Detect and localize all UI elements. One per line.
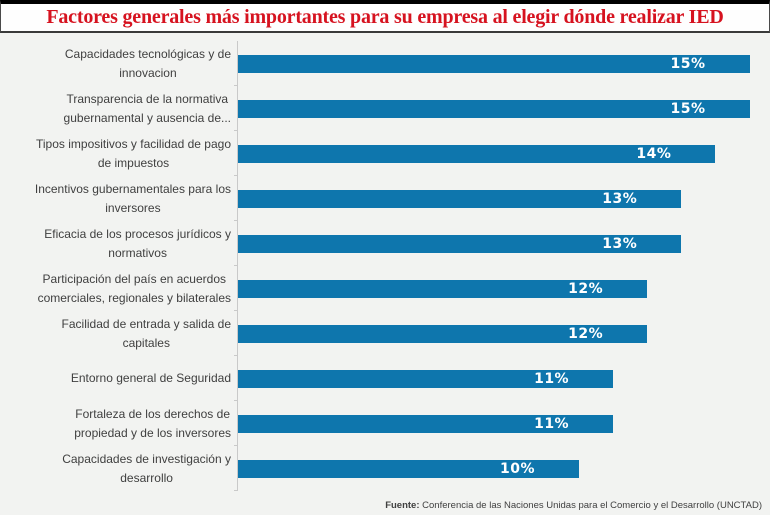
source-label: Fuente:: [385, 500, 420, 511]
category-label: Capacidades de investigación y desarroll…: [62, 451, 231, 485]
bar: 13%: [238, 189, 682, 208]
category-cell: Participación del país en acuerdos comer…: [0, 270, 237, 308]
bar-value-label: 11%: [534, 415, 570, 432]
chart-row: Capacidades de investigación y desarroll…: [0, 446, 770, 491]
chart-area: Capacidades tecnológicas y de innovacion…: [0, 33, 770, 515]
chart-row: Entorno general de Seguridad 11%: [0, 356, 770, 401]
category-label: Facilidad de entrada y salida de capital…: [61, 316, 231, 350]
chart-row: Transparencia de la normativa gubernamen…: [0, 86, 770, 131]
source-text: Conferencia de las Naciones Unidas para …: [419, 500, 762, 511]
bar-track: 10%: [234, 446, 770, 491]
bar: 10%: [238, 459, 579, 478]
category-label: Capacidades tecnológicas y de innovacion: [64, 46, 231, 80]
category-cell: Capacidades tecnológicas y de innovacion: [0, 45, 237, 83]
category-label: Tipos impositivos y facilidad de pago de…: [36, 136, 231, 170]
category-cell: Facilidad de entrada y salida de capital…: [0, 315, 237, 353]
bar-value-label: 13%: [602, 235, 638, 252]
bar: 11%: [238, 369, 614, 388]
category-cell: Eficacia de los procesos jurídicos y nor…: [0, 225, 237, 263]
chart-title: Factores generales más importantes para …: [46, 6, 724, 28]
chart-row: Eficacia de los procesos jurídicos y nor…: [0, 221, 770, 266]
bar-value-label: 11%: [534, 370, 570, 387]
bar-track: 15%: [234, 86, 770, 131]
category-label: Entorno general de Seguridad: [70, 371, 231, 385]
category-label: Participación del país en acuerdos comer…: [37, 271, 231, 305]
chart-row: Capacidades tecnológicas y de innovacion…: [0, 41, 770, 86]
chart-row: Facilidad de entrada y salida de capital…: [0, 311, 770, 356]
bar: 13%: [238, 234, 682, 253]
bar: 14%: [238, 144, 716, 163]
category-label: Fortaleza de los derechos de propiedad y…: [74, 406, 231, 440]
category-cell: Tipos impositivos y facilidad de pago de…: [0, 135, 237, 173]
category-cell: Transparencia de la normativa gubernamen…: [0, 90, 237, 128]
category-label: Incentivos gubernamentales para los inve…: [34, 181, 231, 215]
bar-value-label: 14%: [636, 145, 672, 162]
bar: 15%: [238, 99, 750, 118]
title-bar: Factores generales más importantes para …: [0, 0, 770, 33]
bar: 12%: [238, 279, 648, 298]
bar-track: 12%: [234, 311, 770, 356]
bar: 11%: [238, 414, 614, 433]
category-label: Eficacia de los procesos jurídicos y nor…: [44, 226, 231, 260]
bar: 15%: [238, 54, 750, 73]
bar-track: 12%: [234, 266, 770, 311]
bar-value-label: 13%: [602, 190, 638, 207]
bar-rows: Capacidades tecnológicas y de innovacion…: [0, 41, 770, 491]
bar-value-label: 15%: [670, 100, 706, 117]
bar-value-label: 15%: [670, 55, 706, 72]
bar-value-label: 12%: [568, 325, 604, 342]
bar-track: 13%: [234, 176, 770, 221]
bar-value-label: 10%: [499, 460, 535, 477]
category-cell: Entorno general de Seguridad: [0, 369, 237, 388]
category-cell: Capacidades de investigación y desarroll…: [0, 450, 237, 488]
source-note: Fuente: Conferencia de las Naciones Unid…: [385, 500, 762, 511]
category-cell: Fortaleza de los derechos de propiedad y…: [0, 405, 237, 443]
bar-track: 13%: [234, 221, 770, 266]
chart-row: Participación del país en acuerdos comer…: [0, 266, 770, 311]
chart-row: Incentivos gubernamentales para los inve…: [0, 176, 770, 221]
bar-value-label: 12%: [568, 280, 604, 297]
chart-row: Tipos impositivos y facilidad de pago de…: [0, 131, 770, 176]
bar-track: 15%: [234, 41, 770, 86]
chart-row: Fortaleza de los derechos de propiedad y…: [0, 401, 770, 446]
bar-track: 11%: [234, 356, 770, 401]
category-cell: Incentivos gubernamentales para los inve…: [0, 180, 237, 218]
bar-track: 14%: [234, 131, 770, 176]
category-label: Transparencia de la normativa gubernamen…: [63, 91, 231, 125]
bar: 12%: [238, 324, 648, 343]
bar-track: 11%: [234, 401, 770, 446]
